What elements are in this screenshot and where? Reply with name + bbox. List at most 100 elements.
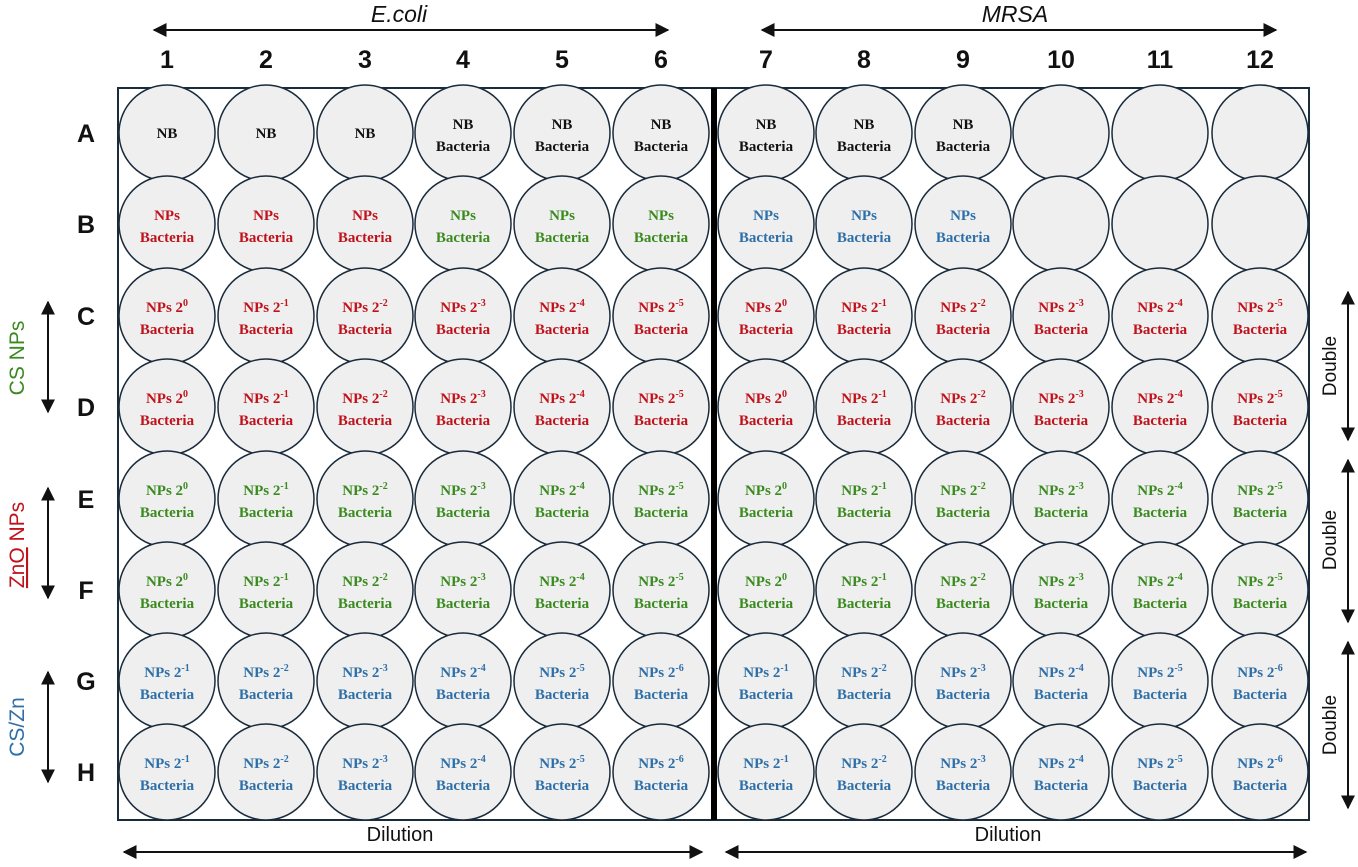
well-exponent: 0 bbox=[782, 298, 787, 309]
well-line-2: Bacteria bbox=[239, 596, 294, 612]
well-exponent: -5 bbox=[1274, 572, 1282, 583]
well-line-2: Bacteria bbox=[239, 230, 294, 246]
well-line-1: NPs 2-1 bbox=[243, 481, 288, 499]
well: NPs Bacteria bbox=[118, 175, 216, 273]
well-line-1: NB bbox=[355, 126, 376, 142]
well-line-1-text: NPs 2 bbox=[144, 756, 181, 772]
well-circle bbox=[717, 175, 815, 273]
well-circle bbox=[414, 175, 512, 273]
well-line-2: Bacteria bbox=[140, 778, 195, 794]
well-line-2: Bacteria bbox=[338, 687, 393, 703]
well-line-1-text: NB bbox=[953, 117, 974, 133]
well-line-1-text: NPs bbox=[851, 208, 877, 224]
well-exponent: -3 bbox=[1075, 481, 1083, 492]
well: NPs 2-6 Bacteria bbox=[612, 723, 710, 821]
well-line-1: NPs 2-2 bbox=[342, 389, 387, 407]
well-line-1: NPs 2-1 bbox=[841, 572, 886, 590]
well-line-1: NPs 20 bbox=[745, 389, 787, 407]
well-line-1-text: NPs 2 bbox=[342, 665, 379, 681]
well-line-1: NPs 2-5 bbox=[638, 298, 683, 316]
well-line-1-text: NB bbox=[552, 117, 573, 133]
well-exponent: -1 bbox=[780, 754, 788, 765]
cs-zn-label: CS/Zn bbox=[6, 697, 29, 757]
well: NPs 2-5 Bacteria bbox=[612, 541, 710, 639]
well-line-1-text: NPs 2 bbox=[539, 756, 576, 772]
well-line-2: Bacteria bbox=[739, 322, 794, 338]
well-exponent: -4 bbox=[1174, 572, 1182, 583]
row-label: G bbox=[76, 668, 95, 696]
well-circle bbox=[513, 450, 611, 548]
double-label-1: Double bbox=[1320, 336, 1341, 396]
well: NPs 2-2 Bacteria bbox=[815, 632, 913, 730]
well-line-2: Bacteria bbox=[936, 505, 991, 521]
well-line-1-text: NPs 2 bbox=[1237, 300, 1274, 316]
well-circle bbox=[914, 632, 1012, 730]
well-line-1: NPs 2-1 bbox=[841, 389, 886, 407]
well-exponent: -5 bbox=[1274, 298, 1282, 309]
well-exponent: -2 bbox=[379, 481, 387, 492]
well-exponent: -5 bbox=[675, 298, 683, 309]
well-line-2: Bacteria bbox=[1133, 322, 1188, 338]
well-line-1-text: NPs 2 bbox=[342, 483, 379, 499]
well-line-2: Bacteria bbox=[338, 778, 393, 794]
well-exponent: -5 bbox=[1274, 481, 1282, 492]
well-exponent: -3 bbox=[977, 663, 985, 674]
well-line-1: NB bbox=[756, 117, 777, 133]
well-line-1-text: NPs 2 bbox=[146, 574, 183, 590]
well-circle bbox=[513, 175, 611, 273]
well-line-1: NPs 20 bbox=[146, 389, 188, 407]
well-circle bbox=[815, 541, 913, 639]
well-line-1-text: NPs 2 bbox=[1237, 574, 1274, 590]
well-circle bbox=[612, 175, 710, 273]
well-exponent: -2 bbox=[280, 663, 288, 674]
well-exponent: -1 bbox=[878, 481, 886, 492]
column-label: 12 bbox=[1246, 46, 1274, 74]
well: NPs Bacteria bbox=[513, 175, 611, 273]
well-line-1-text: NPs 2 bbox=[342, 391, 379, 407]
well-circle bbox=[1211, 450, 1309, 548]
well: NPs 2-2 Bacteria bbox=[914, 541, 1012, 639]
well-exponent: -5 bbox=[675, 389, 683, 400]
well bbox=[1111, 84, 1209, 182]
well-line-1: NPs 2-4 bbox=[539, 298, 584, 316]
well-line-2: Bacteria bbox=[936, 230, 991, 246]
well-circle bbox=[217, 450, 315, 548]
well-exponent: -4 bbox=[576, 389, 584, 400]
well-line-1: NB bbox=[157, 126, 178, 142]
well-line-2: Bacteria bbox=[1133, 413, 1188, 429]
well-line-1-text: NPs 2 bbox=[539, 665, 576, 681]
well-line-1: NPs 20 bbox=[146, 481, 188, 499]
well-exponent: -5 bbox=[1174, 663, 1182, 674]
well-circle bbox=[1012, 723, 1110, 821]
well-line-1: NPs bbox=[253, 208, 279, 224]
well-line-1: NPs 2-3 bbox=[1038, 389, 1083, 407]
well-line-1: NPs 2-2 bbox=[940, 298, 985, 316]
well-circle bbox=[717, 358, 815, 456]
well-line-1: NPs 2-2 bbox=[342, 298, 387, 316]
well-line-1-text: NPs 2 bbox=[841, 483, 878, 499]
well-line-1: NPs 2-1 bbox=[243, 572, 288, 590]
well-circle bbox=[118, 632, 216, 730]
well: NPs 2-4 Bacteria bbox=[1111, 450, 1209, 548]
well-exponent: -1 bbox=[280, 572, 288, 583]
well: NPs 2-5 Bacteria bbox=[612, 450, 710, 548]
well-line-1-text: NPs 2 bbox=[940, 665, 977, 681]
column-label: 3 bbox=[358, 46, 372, 74]
well-circle bbox=[217, 723, 315, 821]
well-line-1: NPs 2-2 bbox=[342, 481, 387, 499]
well-exponent: -1 bbox=[280, 389, 288, 400]
well-line-1-text: NPs 2 bbox=[1038, 300, 1075, 316]
well-line-1-text: NPs 2 bbox=[243, 665, 280, 681]
well-exponent: -1 bbox=[280, 298, 288, 309]
well-line-2: Bacteria bbox=[535, 505, 590, 521]
well-line-1-text: NB bbox=[756, 117, 777, 133]
well-exponent: -3 bbox=[1075, 298, 1083, 309]
well-circle bbox=[316, 723, 414, 821]
well-line-1: NPs bbox=[648, 208, 674, 224]
well: NPs 20 Bacteria bbox=[717, 267, 815, 365]
well-line-1: NPs bbox=[851, 208, 877, 224]
well-exponent: -6 bbox=[675, 663, 683, 674]
well-line-1-text: NPs 2 bbox=[440, 574, 477, 590]
well-line-2: Bacteria bbox=[436, 139, 491, 155]
